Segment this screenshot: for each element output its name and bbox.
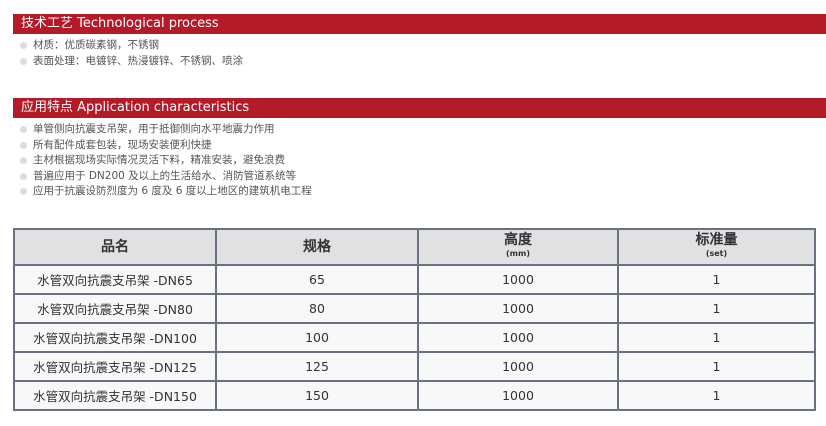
table-header-row: 品名 规格 高度 (mm) 标准量 (set) xyxy=(13,228,816,266)
list-item: 主材根据现场实际情况灵活下料，精准安装，避免浪费 xyxy=(20,153,312,169)
bullet-icon xyxy=(20,172,27,180)
bullet-icon xyxy=(20,126,27,134)
table-cell: 1000 xyxy=(417,351,619,382)
list-item: 普遍应用于 DN200 及以上的生活给水、消防管道系统等 xyxy=(20,169,312,185)
table-cell: 1 xyxy=(617,380,816,411)
app-list: 单管侧向抗震支吊架，用于抵御侧向水平地震力作用 所有配件成套包装，现场安装便利快… xyxy=(20,122,312,200)
table-cell: 65 xyxy=(215,264,419,295)
table-cell: 1000 xyxy=(417,264,619,295)
bullet-icon xyxy=(20,157,27,165)
list-item: 表面处理：电镀锌、热浸镀锌、不锈钢、喷涂 xyxy=(20,54,243,70)
table-row: 水管双向抗震支吊架 -DN80 80 1000 1 xyxy=(13,293,816,324)
list-item: 应用于抗震设防烈度为 6 度及 6 度以上地区的建筑机电工程 xyxy=(20,184,312,200)
bullet-icon xyxy=(20,188,27,196)
table-row: 水管双向抗震支吊架 -DN65 65 1000 1 xyxy=(13,264,816,295)
table-cell: 水管双向抗震支吊架 -DN80 xyxy=(13,293,217,324)
header-spec: 规格 xyxy=(215,228,419,266)
table-cell: 80 xyxy=(215,293,419,324)
bullet-icon xyxy=(20,141,27,149)
table-cell: 1 xyxy=(617,322,816,353)
list-item: 所有配件成套包装，现场安装便利快捷 xyxy=(20,138,312,154)
spec-table: 品名 规格 高度 (mm) 标准量 (set) 水管双向抗震支吊架 -DN65 65 1… xyxy=(13,228,816,411)
table-row: 水管双向抗震支吊架 -DN125 125 1000 1 xyxy=(13,351,816,382)
list-item: 材质：优质碳素钢，不锈钢 xyxy=(20,38,243,54)
table-cell: 1000 xyxy=(417,380,619,411)
table-cell: 水管双向抗震支吊架 -DN125 xyxy=(13,351,217,382)
tech-list: 材质：优质碳素钢，不锈钢 表面处理：电镀锌、热浸镀锌、不锈钢、喷涂 xyxy=(20,38,243,69)
table-cell: 1000 xyxy=(417,293,619,324)
table-cell: 水管双向抗震支吊架 -DN65 xyxy=(13,264,217,295)
app-section-title: 应用特点 Application characteristics xyxy=(13,98,826,118)
table-cell: 1 xyxy=(617,293,816,324)
table-cell: 1 xyxy=(617,351,816,382)
table-cell: 125 xyxy=(215,351,419,382)
bullet-icon xyxy=(20,57,27,65)
table-cell: 1 xyxy=(617,264,816,295)
table-cell: 水管双向抗震支吊架 -DN150 xyxy=(13,380,217,411)
table-cell: 150 xyxy=(215,380,419,411)
header-name: 品名 xyxy=(13,228,217,266)
bullet-icon xyxy=(20,42,27,50)
table-row: 水管双向抗震支吊架 -DN100 100 1000 1 xyxy=(13,322,816,353)
header-height: 高度 (mm) xyxy=(417,228,619,266)
table-cell: 1000 xyxy=(417,322,619,353)
header-quantity: 标准量 (set) xyxy=(617,228,816,266)
tech-section-title: 技术工艺 Technological process xyxy=(13,14,826,34)
table-cell: 水管双向抗震支吊架 -DN100 xyxy=(13,322,217,353)
table-row: 水管双向抗震支吊架 -DN150 150 1000 1 xyxy=(13,380,816,411)
list-item: 单管侧向抗震支吊架，用于抵御侧向水平地震力作用 xyxy=(20,122,312,138)
table-cell: 100 xyxy=(215,322,419,353)
